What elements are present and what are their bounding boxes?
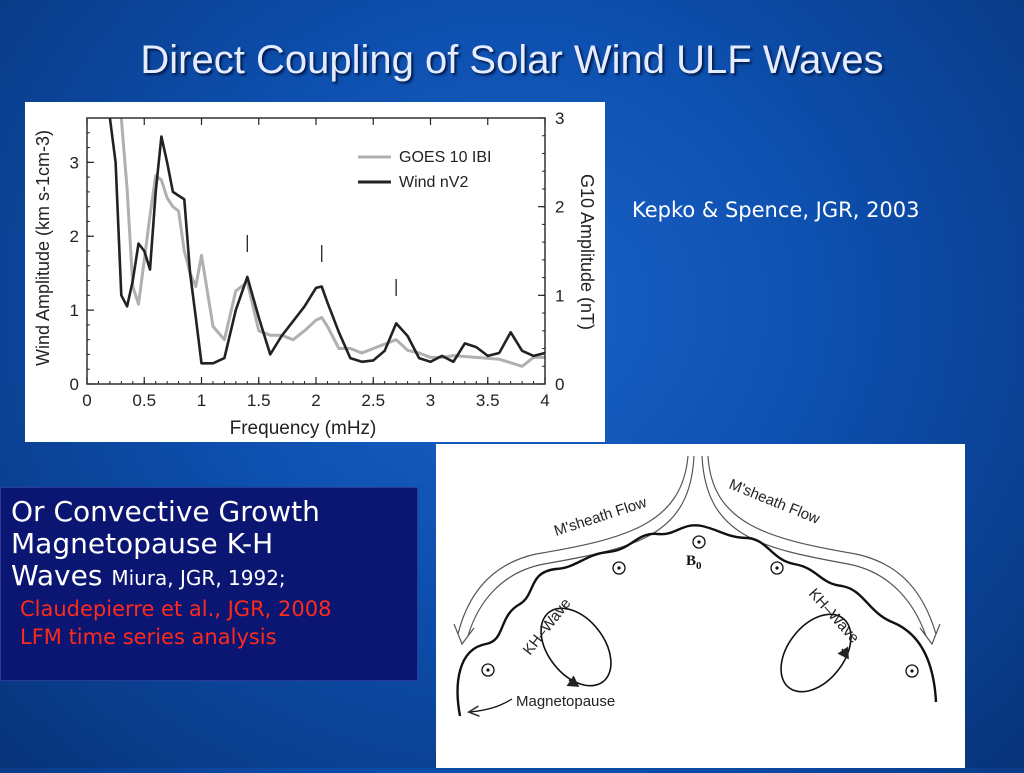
x-axis-label: Frequency (mHz): [230, 418, 377, 439]
chart-legend: GOES 10 IBI Wind nV2: [358, 149, 491, 191]
x-tick-label-4: 2: [311, 391, 320, 410]
x-tick-label-0: 0: [82, 391, 91, 410]
field-symbol-right-outer: [905, 664, 919, 678]
box-line-1: Or Convective Growth: [11, 495, 320, 528]
y-right-tick-label-2: 2: [555, 198, 564, 217]
box-lfm-ref: LFM time series analysis: [20, 625, 277, 649]
field-symbol-left-outer: [481, 663, 495, 677]
spectrum-chart: 0 0.5 1 1.5 2 2.5 3 3.5 4 0 1 2 3 0 1 2 3 Frequency (mHz…: [25, 102, 605, 442]
citation-kepko: Kepko & Spence, JGR, 2003: [632, 198, 920, 222]
kh-wave-label-left: KH–Wave: [520, 595, 575, 658]
y-left-tick-label-3: 3: [70, 153, 79, 172]
flow-label-right: M'sheath Flow: [727, 476, 823, 528]
y-left-tick-label-1: 1: [70, 301, 79, 320]
flow-arrow-left-inner: [467, 455, 695, 637]
x-tick-label-5: 2.5: [361, 391, 385, 410]
x-tick-label-1: 0.5: [132, 391, 156, 410]
x-tick-label-8: 4: [540, 391, 549, 410]
field-symbol-right-inner: [770, 561, 784, 575]
magnetopause-label: Magnetopause: [516, 693, 615, 710]
field-symbol-center: [692, 535, 706, 549]
magnetopause-boundary: [456, 524, 938, 717]
convective-growth-box: Or Convective Growth Magnetopause K-H Wa…: [0, 487, 418, 681]
x-tick-label-2: 1: [197, 391, 206, 410]
y-left-tick-label-0: 0: [70, 375, 79, 394]
x-tick-label-6: 3: [426, 391, 435, 410]
flow-label-left: M'sheath Flow: [552, 494, 649, 540]
flow-arrowhead-right: [919, 623, 941, 646]
kh-vortex-right-arrow: [837, 646, 849, 660]
slide-title: Direct Coupling of Solar Wind ULF Waves: [140, 38, 884, 82]
b0-label: B0: [686, 553, 702, 572]
x-tick-label-7: 3.5: [476, 391, 500, 410]
kh-vortex-left-arrow: [566, 675, 580, 687]
box-miura-ref: Miura, JGR, 1992;: [111, 566, 286, 590]
field-symbol-left-inner: [612, 561, 626, 575]
legend-label-goes: GOES 10 IBI: [399, 149, 491, 166]
y-right-tick-label-1: 1: [555, 286, 564, 305]
kh-wave-label-right: KH–Wave: [805, 585, 862, 646]
y-right-tick-label-3: 3: [555, 109, 564, 128]
y-axis-right-label: G10 Amplitude (nT): [577, 174, 597, 330]
flow-arrowhead-left: [453, 623, 475, 646]
box-line-2: Magnetopause K-H: [11, 527, 274, 560]
y-axis-left-label: Wind Amplitude (km s-1cm-3): [33, 130, 53, 366]
flow-arrow-right-outer: [707, 455, 937, 635]
box-waves-text: Waves: [11, 559, 103, 592]
series-line-wind: [108, 117, 546, 365]
box-line-3: Waves Miura, JGR, 1992;: [11, 560, 407, 594]
y-right-tick-label-0: 0: [555, 375, 564, 394]
kh-wave-diagram: M'sheath Flow M'sheath Flow KH–Wave KH–W…: [436, 444, 965, 768]
kh-vortex-left: [540, 607, 612, 687]
box-claudepierre-ref: Claudepierre et al., JGR, 2008: [20, 597, 332, 621]
y-left-tick-label-2: 2: [70, 227, 79, 246]
kh-wave-diagram-svg: M'sheath Flow M'sheath Flow KH–Wave KH–W…: [453, 455, 941, 768]
magnetopause-pointer-arrow: [470, 698, 513, 712]
legend-label-wind: Wind nV2: [399, 174, 468, 191]
kh-vortex-right: [780, 613, 852, 693]
plot-frame: [86, 117, 546, 385]
flow-arrow-right-inner: [701, 455, 927, 637]
flow-arrow-left-outer: [457, 455, 689, 635]
x-tick-label-3: 1.5: [247, 391, 271, 410]
